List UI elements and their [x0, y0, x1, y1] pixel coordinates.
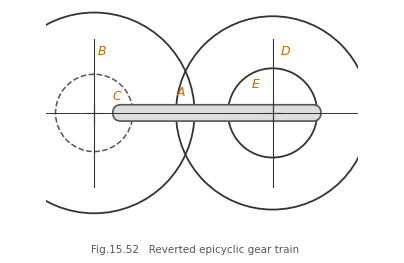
- Text: A: A: [177, 85, 185, 99]
- Text: E: E: [252, 78, 259, 91]
- Text: C: C: [112, 90, 121, 103]
- FancyBboxPatch shape: [113, 105, 321, 121]
- Text: D: D: [280, 45, 290, 58]
- Text: Fig.15.52   Reverted epicyclic gear train: Fig.15.52 Reverted epicyclic gear train: [90, 245, 299, 255]
- Text: B: B: [97, 45, 106, 58]
